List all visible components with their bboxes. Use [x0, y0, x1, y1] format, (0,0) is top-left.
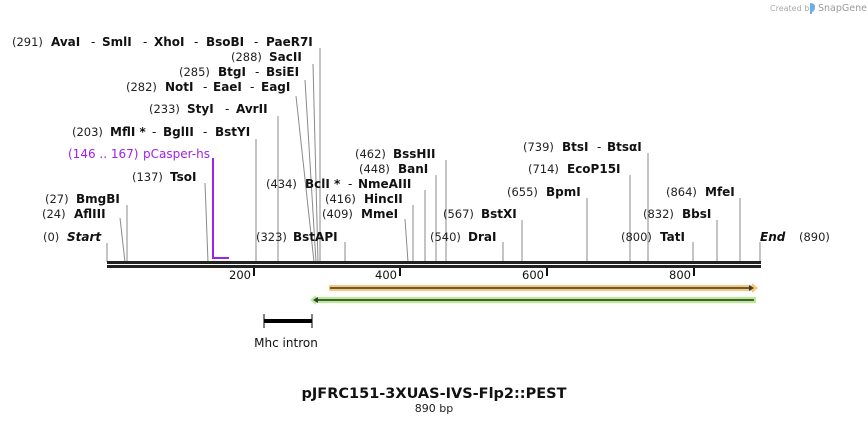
arrow-right-icon	[749, 285, 754, 291]
site-label-323[interactable]: (323) BstAPI	[256, 226, 338, 245]
site-label-137[interactable]: (137) TsoI	[132, 166, 196, 185]
site-label-416[interactable]: (416) HincII	[325, 188, 403, 207]
site-label-27[interactable]: (27) BmgBI	[45, 188, 120, 207]
primer-marker	[212, 158, 229, 259]
site-label-288[interactable]: (288) SacII	[231, 46, 302, 65]
ruler-tick-800: 800	[669, 268, 691, 282]
ruler-tick-400: 400	[375, 268, 397, 282]
end-label: End (890)	[760, 226, 830, 245]
site-label-567[interactable]: (567) BstXI	[443, 203, 517, 222]
site-label-800[interactable]: (800) TatI	[621, 226, 685, 245]
primer-range: (146 .. 167)	[68, 147, 138, 161]
site-leader-lines	[106, 48, 761, 263]
primer-name: pCasper-hs	[143, 147, 210, 161]
site-label-864[interactable]: (864) MfeI	[666, 181, 735, 200]
site-label-462[interactable]: (462) BssHII	[355, 143, 435, 162]
map-title: pJFRC151-3XUAS-IVS-Flp2::PEST	[302, 386, 567, 402]
site-label-434[interactable]: (434) BclI * - NmeAIII	[266, 173, 411, 192]
site-label-285[interactable]: (285) BtgI - BsiEI	[179, 61, 299, 80]
site-label-448[interactable]: (448) BanI	[359, 158, 428, 177]
site-label-282[interactable]: (282) NotI - EaeI - EagI	[126, 76, 290, 95]
snapgene-credit: Created by SnapGene	[770, 3, 867, 14]
ruler: 200 400 600 800	[229, 268, 695, 282]
ruler-tick-200: 200	[229, 268, 251, 282]
site-label-739[interactable]: (739) BtsI - BtsαI	[523, 136, 642, 155]
site-label-233[interactable]: (233) StyI - AvrII	[149, 98, 268, 117]
primer-pcasper-hs[interactable]: (146 .. 167) pCasper-hs	[68, 147, 229, 259]
site-label-832[interactable]: (832) BbsI	[643, 203, 711, 222]
snapgene-logo-icon	[810, 3, 815, 14]
site-label-291[interactable]: (291) AvaI - SmlI - XhoI - BsoBI - PaeR7…	[12, 31, 313, 50]
credit-brand: SnapGene	[818, 3, 867, 14]
ruler-tick-600: 600	[522, 268, 544, 282]
mhc-intron-feature[interactable]: Mhc intron	[254, 314, 318, 350]
site-label-540[interactable]: (540) DraI	[430, 226, 496, 245]
arrow-left-icon	[313, 297, 318, 303]
mhc-intron-label: Mhc intron	[254, 336, 318, 350]
map-length: 890 bp	[415, 402, 453, 415]
site-label-203[interactable]: (203) MflI * - BglII - BstYI	[72, 121, 250, 140]
site-label-409[interactable]: (409) MmeI	[322, 203, 398, 222]
reverse-feature[interactable]	[310, 295, 756, 305]
start-label: (0) Start	[43, 226, 102, 245]
credit-prefix: Created by	[770, 4, 814, 13]
site-label-655[interactable]: (655) BpmI	[507, 181, 581, 200]
forward-feature[interactable]	[329, 283, 758, 293]
sequence-backbone	[107, 261, 761, 268]
svg-text:(146 .. 167) pCasper-hs: (146 .. 167) pCasper-hs	[68, 147, 210, 161]
site-label-24[interactable]: (24) AflIII	[42, 203, 106, 222]
site-label-714[interactable]: (714) EcoP15I	[528, 158, 621, 177]
